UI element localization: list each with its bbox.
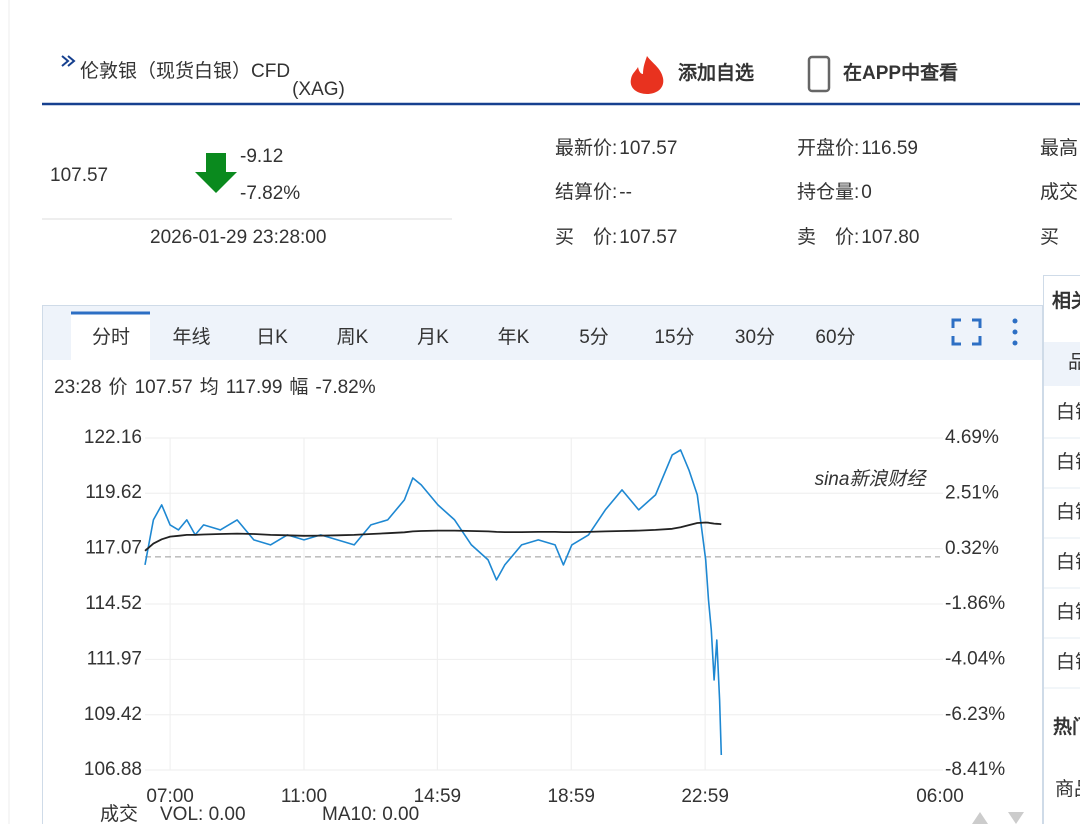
y-tick-label: 111.97 xyxy=(87,648,142,669)
info-time: 23:28 xyxy=(54,377,102,398)
volume-value: VOL: 0.00 xyxy=(160,804,246,824)
field-value: 107.57 xyxy=(619,138,677,159)
series-line xyxy=(144,521,722,552)
sidebar-item[interactable]: 白银 xyxy=(1056,651,1080,673)
quote-time: 2026-01-29 23:28:00 xyxy=(150,227,326,248)
sidebar-hot-title: 热门 xyxy=(1053,715,1080,738)
tab[interactable]: 年线 xyxy=(172,326,210,348)
sidebar-item[interactable]: 白银 xyxy=(1056,501,1080,523)
tab[interactable]: 周K xyxy=(337,327,369,348)
field-label: 开盘价: xyxy=(797,137,859,159)
tab[interactable]: 月K xyxy=(417,327,449,348)
y-tick-label: 117.07 xyxy=(85,538,142,559)
field-label: 结算价: xyxy=(555,181,617,203)
x-tick-label: 11:00 xyxy=(281,786,327,807)
y2-tick-label: 0.32% xyxy=(945,538,999,559)
y2-tick-label: 2.51% xyxy=(945,482,999,503)
y-tick-label: 106.88 xyxy=(84,759,142,780)
price-change: -9.12 xyxy=(240,146,283,167)
field-value: -- xyxy=(619,182,632,203)
y-tick-label: 109.42 xyxy=(84,704,142,725)
info-avg-label: 均 xyxy=(200,376,219,398)
field-value: 0 xyxy=(861,182,872,203)
sidebar-title: 相关 xyxy=(1052,289,1080,312)
tab[interactable]: 30分 xyxy=(735,326,775,348)
sidebar-item[interactable]: 白银 xyxy=(1056,601,1080,623)
field-value: 107.57 xyxy=(619,227,677,248)
info-price-label: 价 xyxy=(109,377,128,398)
volume-ma10: MA10: 0.00 xyxy=(322,804,419,824)
sidebar-item[interactable]: 白银 xyxy=(1056,551,1080,573)
y2-tick-label: -4.04% xyxy=(945,648,1005,669)
tab[interactable]: 年K xyxy=(498,326,530,348)
active-tab[interactable] xyxy=(71,312,150,361)
price-change-pct: -7.82% xyxy=(240,183,300,204)
field-label: 持仓量: xyxy=(797,181,859,203)
y2-tick-label: -6.23% xyxy=(945,704,1005,725)
tab[interactable]: 15分 xyxy=(654,326,694,348)
x-tick-label: 06:00 xyxy=(916,786,964,807)
scroll-arrows[interactable] xyxy=(972,812,1024,824)
sidebar-item[interactable]: 白银 xyxy=(1056,401,1080,423)
series-line xyxy=(144,449,723,756)
fire-icon[interactable] xyxy=(630,56,664,94)
info-range-label: 幅 xyxy=(289,376,308,398)
sidebar-header: 品种 xyxy=(1068,351,1080,373)
field-label: 成交 xyxy=(1040,181,1078,203)
last-price: 107.57 xyxy=(50,165,108,186)
fullscreen-icon[interactable] xyxy=(951,318,982,346)
field-label: 买 xyxy=(1040,227,1059,248)
volume-label: 成交 xyxy=(100,803,138,824)
symbol-code: (XAG) xyxy=(292,79,345,100)
tab[interactable]: 日K xyxy=(256,327,288,348)
tab[interactable]: 5分 xyxy=(579,326,609,348)
x-tick-label: 14:59 xyxy=(414,786,462,807)
view-in-app[interactable]: 在APP中查看 xyxy=(843,61,958,84)
y2-tick-label: -1.86% xyxy=(945,593,1005,614)
y-tick-label: 122.16 xyxy=(84,427,142,448)
title-icon xyxy=(61,55,76,67)
field-label: 最高 xyxy=(1040,137,1078,159)
info-price: 107.57 xyxy=(135,377,193,398)
x-tick-label: 07:00 xyxy=(146,786,194,807)
sidebar-header-bg xyxy=(1044,342,1080,386)
page-title: 伦敦银（现货白银）CFD xyxy=(80,60,290,82)
field-label: 最新价: xyxy=(555,137,617,159)
y2-tick-label: 4.69% xyxy=(945,427,999,448)
x-tick-label: 18:59 xyxy=(547,786,595,807)
field-label: 卖 价: xyxy=(797,226,859,248)
phone-icon[interactable] xyxy=(807,55,831,93)
chart-panel xyxy=(42,305,1043,824)
info-avg: 117.99 xyxy=(226,377,283,398)
y-tick-label: 119.62 xyxy=(85,482,142,503)
field-value: 116.59 xyxy=(861,138,918,159)
add-watchlist[interactable]: 添加自选 xyxy=(678,61,754,84)
y2-tick-label: -8.41% xyxy=(945,759,1005,780)
watermark: sina新浪财经 xyxy=(815,468,928,490)
field-value: 107.80 xyxy=(861,227,919,248)
tab[interactable]: 60分 xyxy=(815,326,855,348)
tab-bar xyxy=(43,306,1042,360)
down-arrow xyxy=(195,153,237,193)
field-label: 买 价: xyxy=(555,227,617,248)
menu-icon[interactable] xyxy=(1012,318,1018,346)
tab[interactable]: 分时 xyxy=(92,326,130,348)
sidebar-item[interactable]: 白银 xyxy=(1056,451,1080,473)
info-range: -7.82% xyxy=(315,377,375,398)
y-tick-label: 114.52 xyxy=(85,593,142,614)
x-tick-label: 22:59 xyxy=(681,786,729,807)
sidebar-hot-item[interactable]: 商品 xyxy=(1055,778,1080,800)
